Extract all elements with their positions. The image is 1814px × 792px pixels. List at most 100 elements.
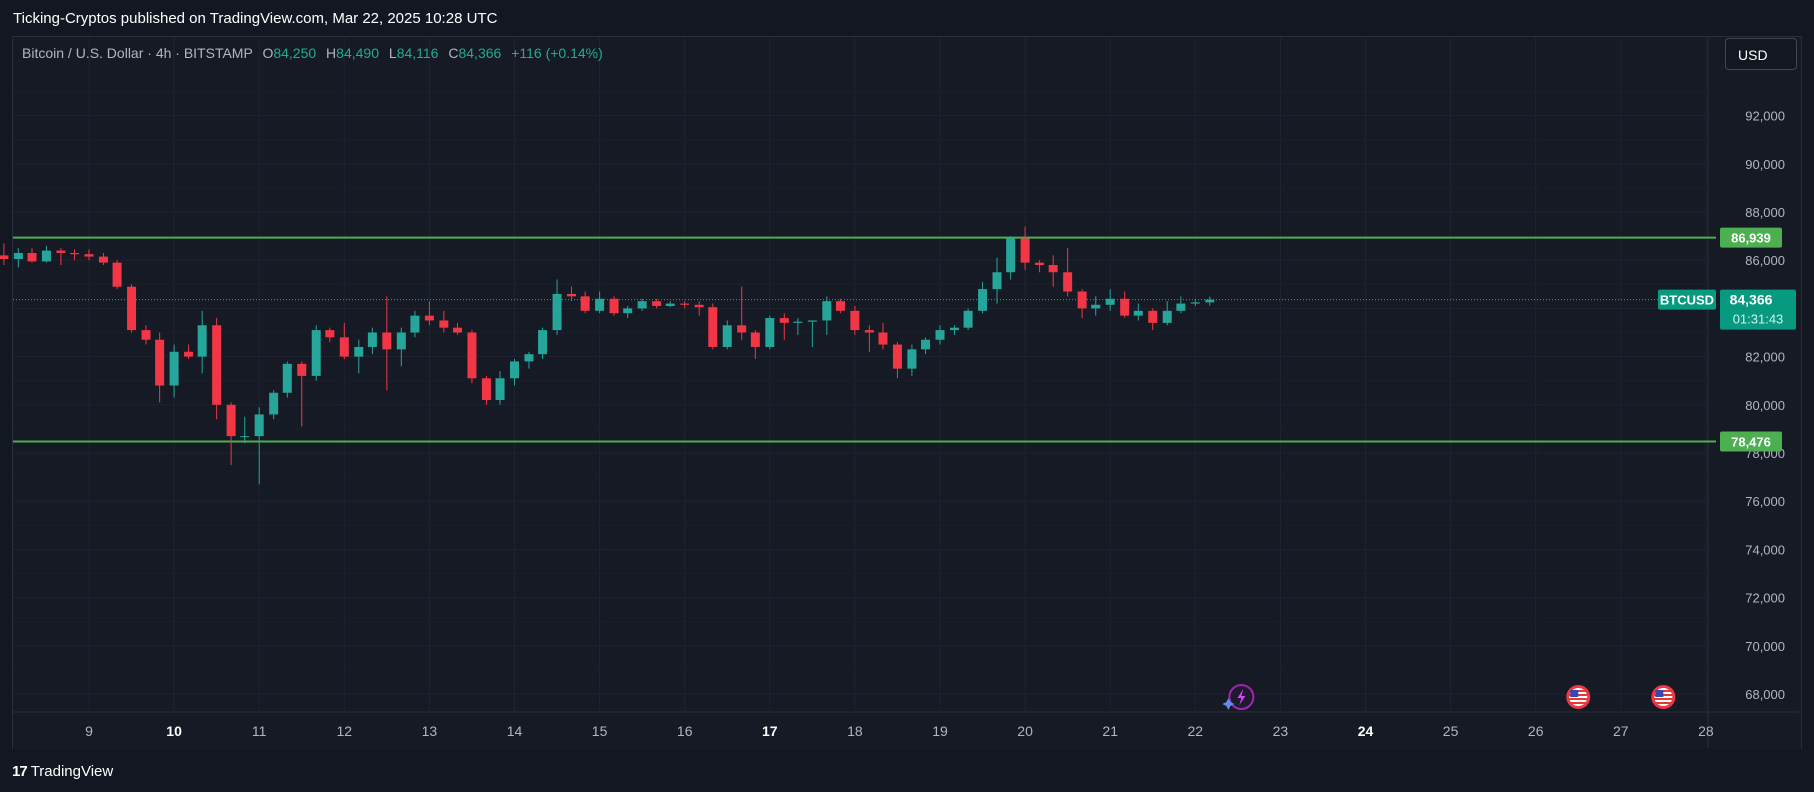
time-tick-label: 28 bbox=[1698, 723, 1714, 739]
candle-body-bull bbox=[963, 310, 973, 328]
candle-body-bull bbox=[240, 436, 250, 438]
candle-body-bull bbox=[282, 363, 292, 393]
candle-body-bear bbox=[56, 250, 66, 253]
price-tick-label: 74,000 bbox=[1745, 542, 1785, 557]
candle-body-bull bbox=[921, 339, 931, 350]
time-tick-label: 13 bbox=[422, 723, 438, 739]
grid-layer bbox=[13, 37, 1799, 748]
candle-body-bear bbox=[481, 378, 491, 400]
candle-body-bear bbox=[1077, 291, 1087, 309]
candle-body-bear bbox=[835, 301, 845, 311]
time-tick-label: 18 bbox=[847, 723, 863, 739]
lightning-event-icon[interactable] bbox=[1222, 684, 1255, 710]
symbol-description: Bitcoin / U.S. Dollar · 4h · BITSTAMP bbox=[22, 45, 253, 61]
candle-body-bull bbox=[524, 354, 534, 362]
level-lines-layer bbox=[13, 236, 1716, 443]
time-tick-label: 15 bbox=[592, 723, 608, 739]
level-price-tag bbox=[1720, 227, 1782, 248]
candle-body-bull bbox=[354, 346, 364, 357]
level-price-tag bbox=[1720, 431, 1782, 452]
candle-body-bear bbox=[1035, 262, 1045, 266]
candle-body-bull bbox=[13, 252, 23, 259]
flag-canton bbox=[1655, 690, 1664, 697]
price-tags-layer: 86,939 78,476 BTCUSD 84,366 01:31:43 bbox=[1658, 227, 1796, 452]
candle-body-bull bbox=[495, 378, 505, 400]
candle-body-bull bbox=[510, 361, 519, 379]
candle-body-bull bbox=[169, 351, 179, 386]
candle-body-bear bbox=[694, 304, 704, 308]
price-tick-label: 68,000 bbox=[1745, 687, 1785, 702]
level-price-tag-label: 78,476 bbox=[1731, 435, 1771, 450]
published-by-text: Ticking-Cryptos published on TradingView… bbox=[13, 10, 498, 27]
candle-body-bull bbox=[935, 330, 945, 340]
time-tick-label: 26 bbox=[1528, 723, 1544, 739]
candle-body-bull bbox=[1190, 302, 1200, 304]
lightning-icon-bolt bbox=[1237, 689, 1246, 705]
flag-stripe bbox=[1654, 698, 1673, 700]
candle-body-bull bbox=[269, 392, 279, 415]
price-tick-label: 80,000 bbox=[1745, 398, 1785, 413]
flag-stripe bbox=[1654, 702, 1673, 704]
candle-body-bear bbox=[184, 351, 194, 357]
candle-body-bear bbox=[1063, 272, 1073, 292]
candle-body-bear bbox=[779, 318, 789, 323]
us-flag-event-icon[interactable] bbox=[1566, 685, 1591, 709]
candle-body-bear bbox=[737, 325, 747, 333]
open-label: O bbox=[262, 45, 274, 61]
time-tick-label: 11 bbox=[252, 723, 267, 739]
candle-body-bull bbox=[665, 303, 675, 306]
candle-body-bear bbox=[1120, 298, 1130, 316]
symbol-tag bbox=[1658, 289, 1716, 310]
sparkle-icon bbox=[1222, 698, 1235, 710]
last-price-label: 84,366 bbox=[1730, 292, 1773, 308]
candle-body-bear bbox=[382, 332, 392, 350]
tradingview-logo-icon: 17 bbox=[12, 762, 28, 780]
currency-button[interactable]: USD bbox=[1725, 38, 1797, 70]
high-label: H bbox=[326, 45, 337, 61]
candle-body-bull bbox=[793, 321, 803, 323]
candle-body-bear bbox=[325, 330, 335, 338]
candle-body-bear bbox=[112, 262, 122, 287]
candle-body-bull bbox=[410, 315, 420, 333]
candle-body-bear bbox=[1020, 238, 1030, 263]
candle-body-bull bbox=[1176, 303, 1186, 311]
events-layer bbox=[1222, 684, 1676, 710]
candle-body-bear bbox=[297, 363, 307, 376]
candle-body-bear bbox=[27, 252, 37, 262]
candle-body-bear bbox=[878, 332, 888, 345]
low-value: 84,116 bbox=[396, 45, 439, 61]
close-value: 84,366 bbox=[458, 45, 502, 61]
candle-body-bull bbox=[807, 320, 817, 322]
price-tick-label: 72,000 bbox=[1745, 591, 1785, 606]
candle-body-bear bbox=[750, 332, 760, 347]
time-tick-label: 22 bbox=[1188, 723, 1204, 739]
us-flag-event-icon[interactable] bbox=[1651, 685, 1676, 709]
candle-body-bull bbox=[396, 332, 406, 350]
candle-body-bull bbox=[722, 325, 732, 347]
candle-body-bull bbox=[1105, 298, 1115, 305]
bar-countdown-label: 01:31:43 bbox=[1733, 312, 1784, 327]
level-price-tag-label: 86,939 bbox=[1731, 231, 1771, 246]
time-tick-label: 19 bbox=[932, 723, 948, 739]
time-tick-label: 12 bbox=[337, 723, 353, 739]
candle-body-bear bbox=[439, 320, 449, 328]
symbol-legend: Bitcoin / U.S. Dollar · 4h · BITSTAMP O 8… bbox=[22, 45, 603, 61]
candle-body-bull bbox=[1006, 238, 1016, 273]
candle-body-bear bbox=[892, 344, 902, 369]
candle-body-bear bbox=[1048, 265, 1058, 273]
candle-body-bear bbox=[708, 307, 718, 347]
candle-body-bull bbox=[311, 330, 321, 376]
candle-body-bear bbox=[580, 296, 590, 311]
candle-body-bear bbox=[850, 310, 860, 331]
candle-body-bear bbox=[1148, 310, 1158, 323]
candle-body-bull bbox=[254, 414, 264, 437]
tradingview-logo[interactable]: 17 TradingView bbox=[12, 762, 113, 780]
price-tick-label: 92,000 bbox=[1745, 109, 1785, 124]
high-value: 84,490 bbox=[336, 45, 379, 61]
candle-body-bull bbox=[595, 298, 605, 311]
time-tick-label: 21 bbox=[1102, 723, 1118, 739]
price-axis: 68,00070,00072,00074,00076,00078,00080,0… bbox=[1745, 109, 1785, 702]
candle-body-bull bbox=[197, 325, 207, 357]
candle-body-bull bbox=[1205, 299, 1215, 303]
